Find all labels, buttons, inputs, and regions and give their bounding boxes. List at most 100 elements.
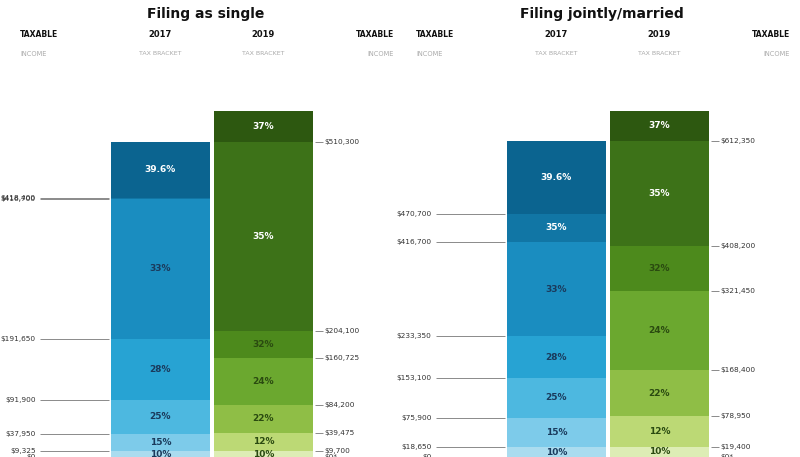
Text: $416,700: $416,700 (397, 239, 432, 244)
Text: 37%: 37% (649, 121, 670, 130)
Text: 33%: 33% (546, 285, 567, 293)
Text: 35%: 35% (649, 189, 670, 198)
Text: $160,725: $160,725 (325, 355, 360, 361)
Text: $0: $0 (422, 454, 432, 457)
Text: $91,900: $91,900 (5, 397, 36, 403)
Text: $612,350: $612,350 (721, 138, 756, 143)
Bar (111, 198, 210, 199)
Text: TAXABLE: TAXABLE (416, 30, 454, 39)
Bar (214, 405, 313, 433)
Bar (610, 291, 709, 370)
Bar (111, 142, 210, 198)
Text: $233,350: $233,350 (397, 334, 432, 340)
Text: 35%: 35% (546, 223, 567, 232)
Text: 15%: 15% (150, 438, 171, 447)
Text: 15%: 15% (546, 428, 567, 437)
Text: 10%: 10% (253, 450, 274, 457)
Bar (214, 111, 313, 142)
Text: 2017: 2017 (545, 30, 568, 39)
Text: 2019: 2019 (648, 30, 671, 39)
Text: 33%: 33% (150, 265, 171, 273)
Text: $408,200: $408,200 (721, 243, 756, 249)
Text: 24%: 24% (253, 377, 274, 386)
Bar (507, 141, 606, 214)
Bar (111, 400, 210, 434)
Text: 28%: 28% (546, 353, 567, 361)
Text: 22%: 22% (649, 388, 670, 398)
Bar (507, 242, 606, 336)
Bar (507, 336, 606, 378)
Bar (111, 434, 210, 451)
Text: $9,700: $9,700 (325, 448, 350, 454)
Bar (214, 358, 313, 405)
Text: 39.6%: 39.6% (541, 173, 572, 182)
Text: $204,100: $204,100 (325, 328, 360, 334)
Text: $75,900: $75,900 (402, 415, 432, 421)
Text: $0*: $0* (325, 454, 338, 457)
Text: 39.6%: 39.6% (145, 165, 176, 175)
Text: Filing as single: Filing as single (147, 7, 265, 21)
Text: TAX BRACKET: TAX BRACKET (638, 51, 681, 56)
Text: $153,100: $153,100 (397, 375, 432, 381)
Text: $510,300: $510,300 (325, 138, 360, 144)
Text: INCOME: INCOME (368, 51, 394, 57)
Bar (214, 451, 313, 457)
Text: 10%: 10% (649, 447, 670, 457)
Bar (111, 339, 210, 400)
Text: INCOME: INCOME (764, 51, 790, 57)
Text: TAX BRACKET: TAX BRACKET (139, 51, 182, 56)
Bar (610, 447, 709, 457)
Text: TAXABLE: TAXABLE (20, 30, 58, 39)
Text: $9,325: $9,325 (10, 448, 36, 454)
Bar (111, 451, 210, 457)
Bar (610, 370, 709, 416)
Text: 37%: 37% (253, 122, 274, 131)
Text: 2017: 2017 (149, 30, 172, 39)
Text: $0*: $0* (721, 454, 734, 457)
Text: $84,200: $84,200 (325, 402, 355, 408)
Text: 22%: 22% (253, 414, 274, 423)
Text: TAXABLE: TAXABLE (356, 30, 394, 39)
Text: 10%: 10% (150, 450, 171, 457)
Text: $18,650: $18,650 (402, 444, 432, 450)
Text: 12%: 12% (253, 437, 274, 446)
Text: 35%: 35% (253, 232, 274, 241)
Bar (214, 433, 313, 451)
Text: 32%: 32% (253, 340, 274, 349)
Text: TAX BRACKET: TAX BRACKET (242, 51, 285, 56)
Text: $418,400: $418,400 (1, 195, 36, 202)
Bar (610, 416, 709, 447)
Text: $0: $0 (26, 454, 36, 457)
Bar (507, 214, 606, 242)
Text: $19,400: $19,400 (721, 444, 751, 450)
Text: INCOME: INCOME (416, 51, 442, 57)
Bar (507, 378, 606, 418)
Bar (610, 141, 709, 246)
Text: 28%: 28% (150, 365, 171, 374)
Text: 12%: 12% (649, 427, 670, 436)
Bar (214, 331, 313, 358)
Bar (610, 246, 709, 291)
Bar (507, 418, 606, 447)
Bar (507, 447, 606, 457)
Text: 25%: 25% (546, 393, 567, 402)
Text: $78,950: $78,950 (721, 413, 751, 419)
Text: $470,700: $470,700 (397, 211, 432, 217)
Text: 10%: 10% (546, 448, 567, 457)
Text: Filing jointly/married: Filing jointly/married (520, 7, 684, 21)
Bar (610, 111, 709, 141)
Text: $168,400: $168,400 (721, 367, 756, 373)
Text: INCOME: INCOME (20, 51, 46, 57)
Text: 25%: 25% (150, 412, 171, 421)
Text: 32%: 32% (649, 264, 670, 273)
Bar (214, 142, 313, 331)
Text: $191,650: $191,650 (1, 335, 36, 341)
Text: TAX BRACKET: TAX BRACKET (535, 51, 578, 56)
Text: 24%: 24% (649, 326, 670, 335)
Bar (111, 199, 210, 339)
Text: $37,950: $37,950 (6, 430, 36, 436)
Text: $39,475: $39,475 (325, 430, 355, 436)
Text: $416,700: $416,700 (1, 197, 36, 202)
Text: TAXABLE: TAXABLE (752, 30, 790, 39)
Text: $321,450: $321,450 (721, 288, 756, 294)
